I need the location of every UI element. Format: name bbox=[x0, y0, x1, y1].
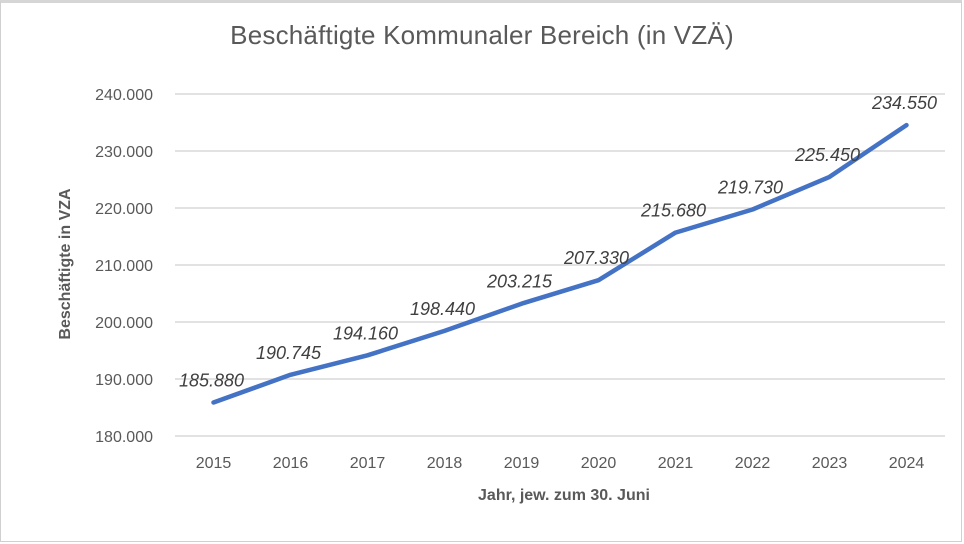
x-tick-label: 2022 bbox=[735, 455, 771, 472]
data-label: 234.550 bbox=[871, 93, 937, 113]
data-label: 219.730 bbox=[717, 178, 783, 198]
data-label: 203.215 bbox=[486, 272, 553, 292]
data-label: 194.160 bbox=[333, 323, 398, 343]
x-tick-labels: 2015 2016 2017 2018 2019 2020 2021 2022 2023 2024 bbox=[196, 455, 925, 472]
series-line bbox=[211, 122, 909, 405]
data-label: 190.745 bbox=[256, 343, 322, 363]
y-tick-label: 230.000 bbox=[95, 144, 153, 161]
chart-title: Beschäftigte Kommunaler Bereich (in VZÄ) bbox=[230, 20, 734, 50]
y-tick-label: 200.000 bbox=[95, 315, 153, 332]
series-group bbox=[211, 122, 909, 405]
y-tick-labels: 180.000 190.000 200.000 210.000 220.000 230.0… bbox=[95, 87, 153, 446]
y-tick-label: 180.000 bbox=[95, 429, 153, 446]
x-axis-title: Jahr, jew. zum 30. Juni bbox=[478, 487, 650, 504]
data-label: 225.450 bbox=[794, 145, 860, 165]
data-label: 185.880 bbox=[179, 370, 244, 390]
data-label: 207.330 bbox=[563, 248, 629, 268]
y-tick-label: 210.000 bbox=[95, 258, 153, 275]
x-tick-label: 2024 bbox=[889, 455, 925, 472]
x-tick-label: 2017 bbox=[350, 455, 386, 472]
y-tick-label: 190.000 bbox=[95, 372, 153, 389]
x-tick-label: 2020 bbox=[581, 455, 617, 472]
y-axis-title: Beschäftigte in VZA bbox=[57, 188, 74, 340]
y-tick-label: 220.000 bbox=[95, 201, 153, 218]
data-labels: 185.880 190.745 194.160 198.440 203.215 207.3… bbox=[179, 93, 937, 390]
x-tick-label: 2018 bbox=[427, 455, 463, 472]
data-label: 215.680 bbox=[640, 201, 706, 221]
x-tick-label: 2019 bbox=[504, 455, 540, 472]
gridlines bbox=[175, 93, 945, 437]
x-tick-label: 2016 bbox=[273, 455, 309, 472]
x-tick-label: 2021 bbox=[658, 455, 694, 472]
x-tick-label: 2015 bbox=[196, 455, 232, 472]
data-label: 198.440 bbox=[410, 299, 475, 319]
x-tick-label: 2023 bbox=[812, 455, 848, 472]
y-tick-label: 240.000 bbox=[95, 87, 153, 104]
